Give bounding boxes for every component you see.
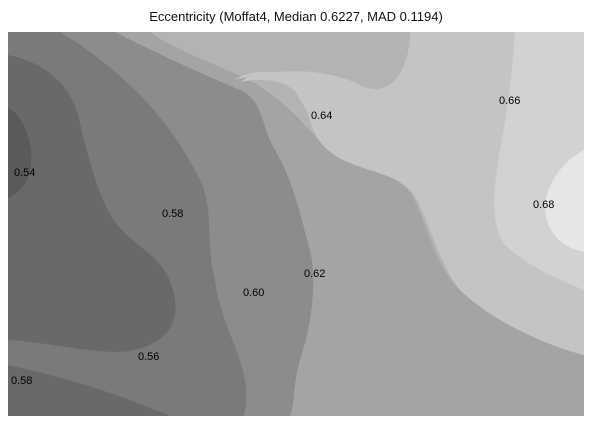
contour-label: 0.58 bbox=[162, 208, 183, 220]
contour-label: 0.62 bbox=[304, 268, 325, 280]
contour-band bbox=[8, 55, 176, 352]
contour-labels: 0.54 0.58 0.64 0.66 0.68 0.62 0.60 0.56 … bbox=[11, 95, 554, 387]
contour-label: 0.68 bbox=[533, 199, 554, 211]
contour-band bbox=[240, 32, 584, 355]
contour-label: 0.60 bbox=[243, 287, 264, 299]
chart-title: Eccentricity (Moffat4, Median 0.6227, MA… bbox=[149, 9, 443, 24]
contour-label: 0.58 bbox=[11, 375, 32, 387]
contour-label: 0.54 bbox=[14, 167, 35, 179]
contour-band bbox=[545, 150, 584, 252]
contour-band bbox=[8, 365, 170, 416]
contour-label: 0.66 bbox=[499, 95, 520, 107]
contour-label: 0.56 bbox=[138, 351, 159, 363]
contour-band bbox=[8, 108, 32, 198]
contour-label: 0.64 bbox=[311, 110, 332, 122]
